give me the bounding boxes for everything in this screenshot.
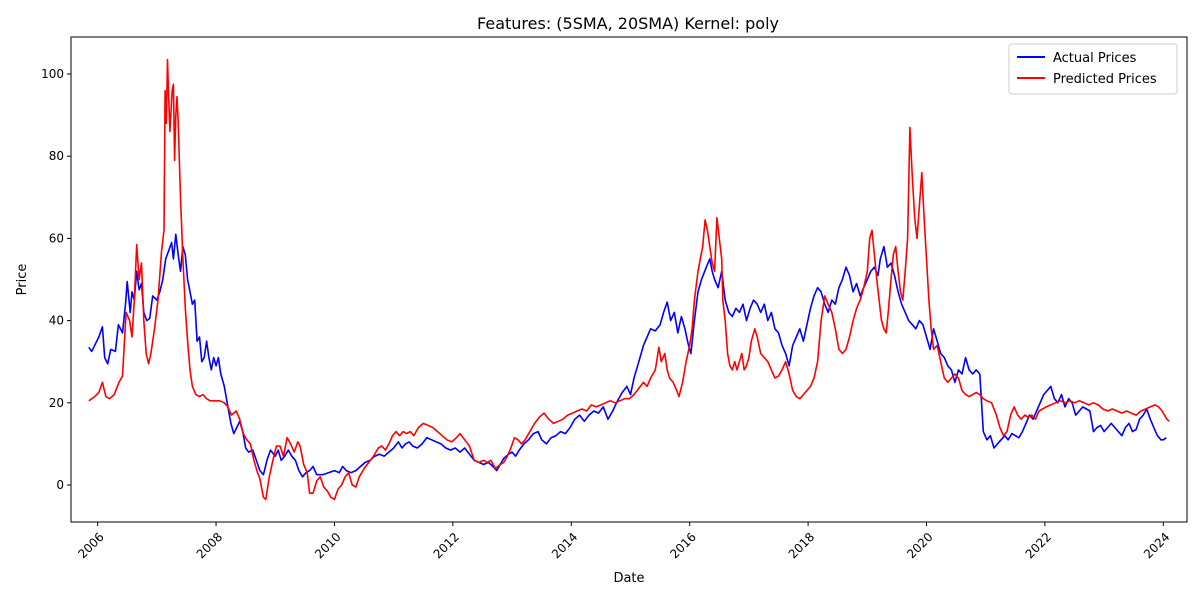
y-tick-label-4: 80 <box>49 149 64 163</box>
series-layer <box>88 58 1170 501</box>
legend-label-predicted-prices: Predicted Prices <box>1053 72 1157 87</box>
y-tick-label-1: 20 <box>49 396 64 410</box>
series-line-actual-prices <box>88 233 1167 478</box>
legend-box <box>1008 43 1178 95</box>
chart-title: Features: (5SMA, 20SMA) Kernel: poly <box>477 14 779 33</box>
series-line-predicted-prices <box>88 58 1170 501</box>
y-axis-ticks: 0 20 40 60 80 100 <box>41 67 71 492</box>
y-tick-label-3: 60 <box>49 231 64 245</box>
y-tick-label-2: 40 <box>49 314 64 328</box>
chart-legend: Actual Prices Predicted Prices <box>1008 43 1178 95</box>
y-tick-label-5: 100 <box>41 67 64 81</box>
y-tick-label-0: 0 <box>56 478 64 492</box>
legend-label-actual-prices: Actual Prices <box>1053 51 1137 66</box>
plot-area-frame <box>70 36 1188 523</box>
x-axis-title: Date <box>613 571 644 586</box>
y-axis-title: Price <box>15 264 30 296</box>
